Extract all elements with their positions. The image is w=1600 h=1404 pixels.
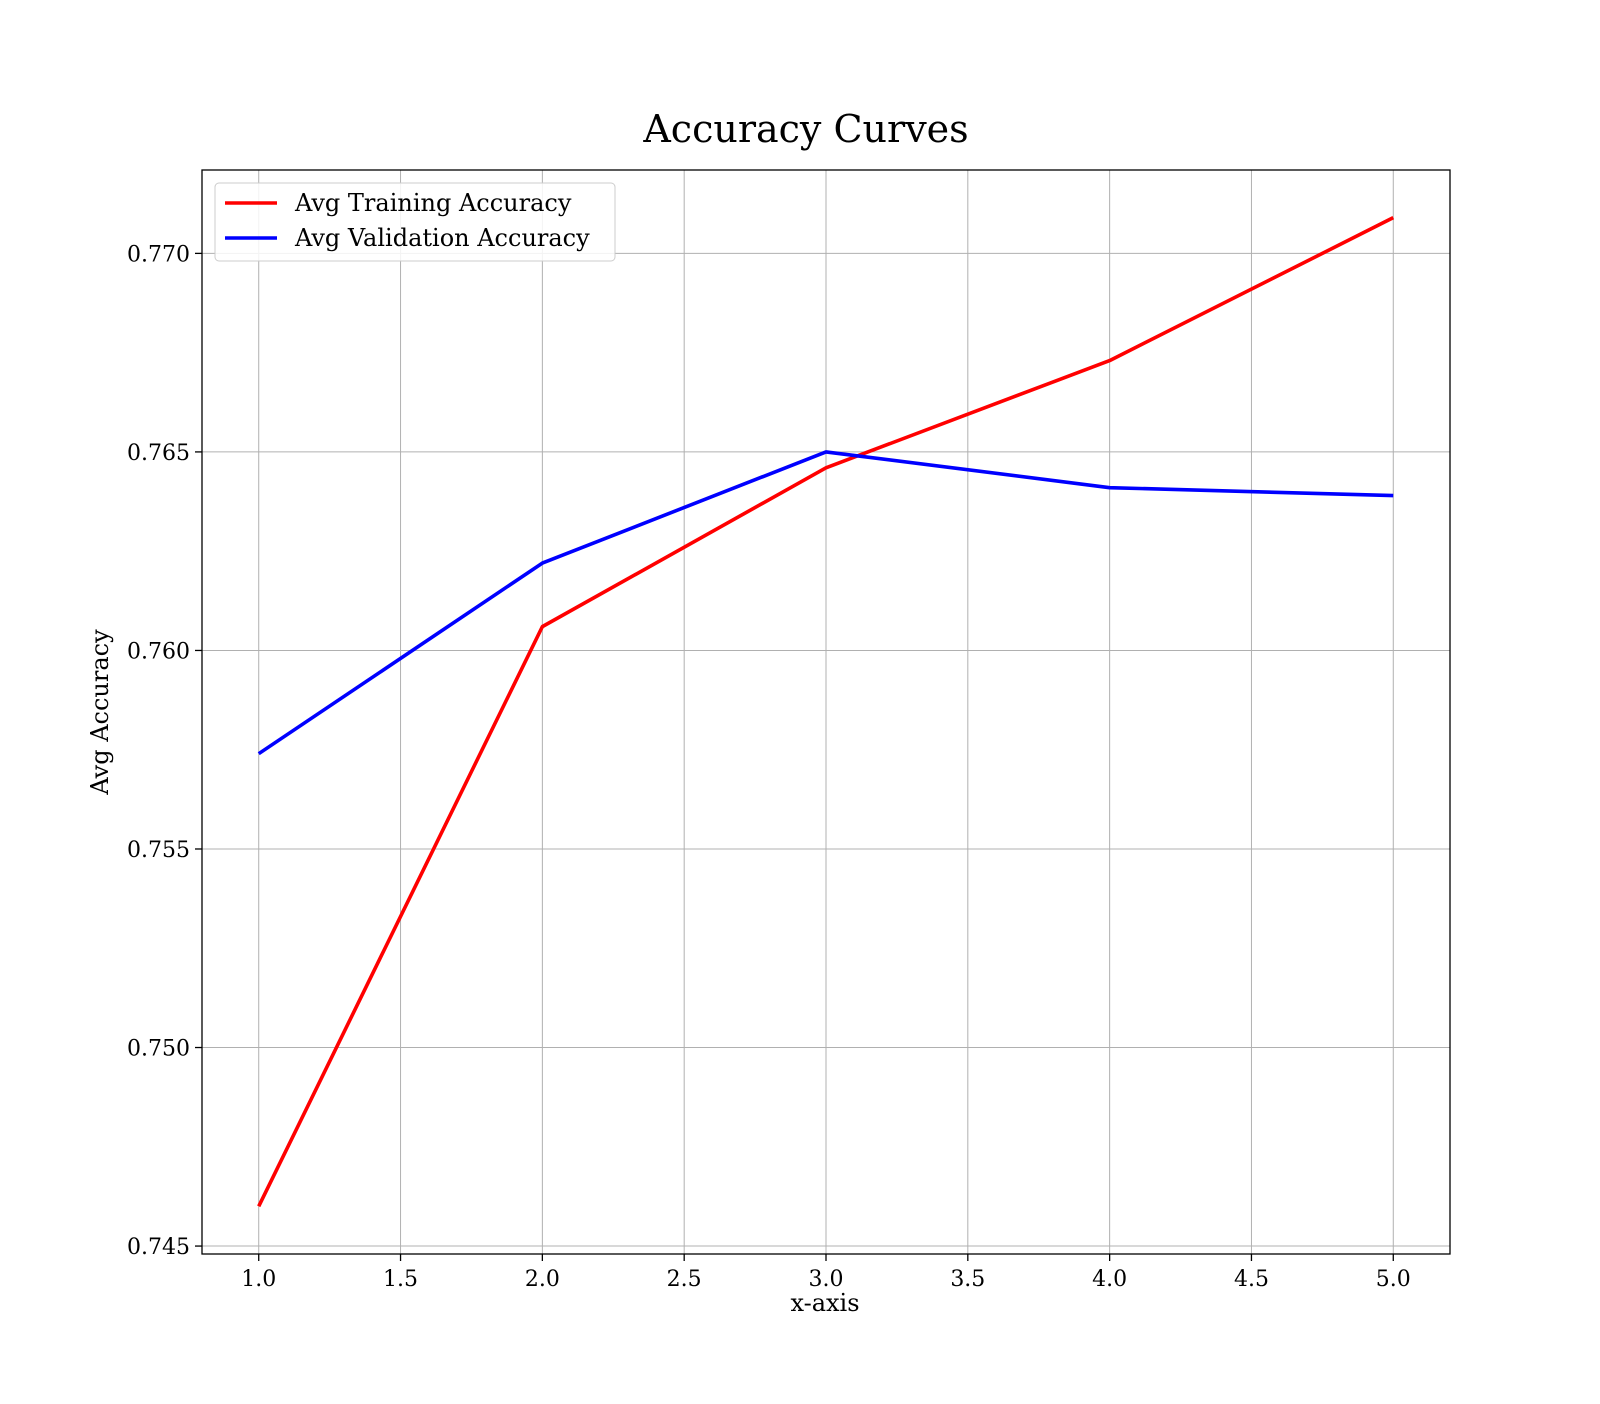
x-tick-label: 4.5 [1234, 1267, 1269, 1292]
x-tick-label: 2.0 [525, 1267, 560, 1292]
x-tick-label: 2.5 [667, 1267, 702, 1292]
x-tick-label: 3.5 [950, 1267, 985, 1292]
series-line-validation [257, 450, 1394, 756]
y-tick-label: 0.770 [127, 242, 190, 267]
x-tick-label: 4.0 [1092, 1267, 1127, 1292]
y-tick-label: 0.750 [127, 1037, 190, 1062]
y-axis-label: Avg Accuracy [86, 629, 114, 796]
x-tick-label: 5.0 [1376, 1267, 1411, 1292]
x-tick-label: 3.0 [809, 1267, 844, 1292]
x-tick-label: 1.5 [383, 1267, 418, 1292]
legend: Avg Training Accuracy Avg Validation Accu… [214, 182, 616, 262]
legend-label: Avg Training Accuracy [294, 189, 572, 217]
y-tick-label: 0.745 [127, 1235, 190, 1260]
grid [202, 170, 1450, 1254]
series-line-training [257, 216, 1395, 1208]
legend-label: Avg Validation Accuracy [294, 224, 590, 252]
x-tick-label: 1.0 [241, 1267, 276, 1292]
y-tick-label: 0.765 [127, 441, 190, 466]
axis-ticks: 1.0 1.5 2.0 2.5 3.0 3.5 4.0 4.5 5.0 0.745 0.750 0.7… [127, 242, 1411, 1292]
y-tick-label: 0.755 [127, 838, 190, 863]
chart-title: Accuracy Curves [642, 107, 968, 151]
x-axis-label: x-axis [790, 1289, 859, 1317]
legend-box [214, 182, 616, 262]
y-tick-label: 0.760 [127, 639, 190, 664]
series-lines [257, 216, 1395, 1208]
